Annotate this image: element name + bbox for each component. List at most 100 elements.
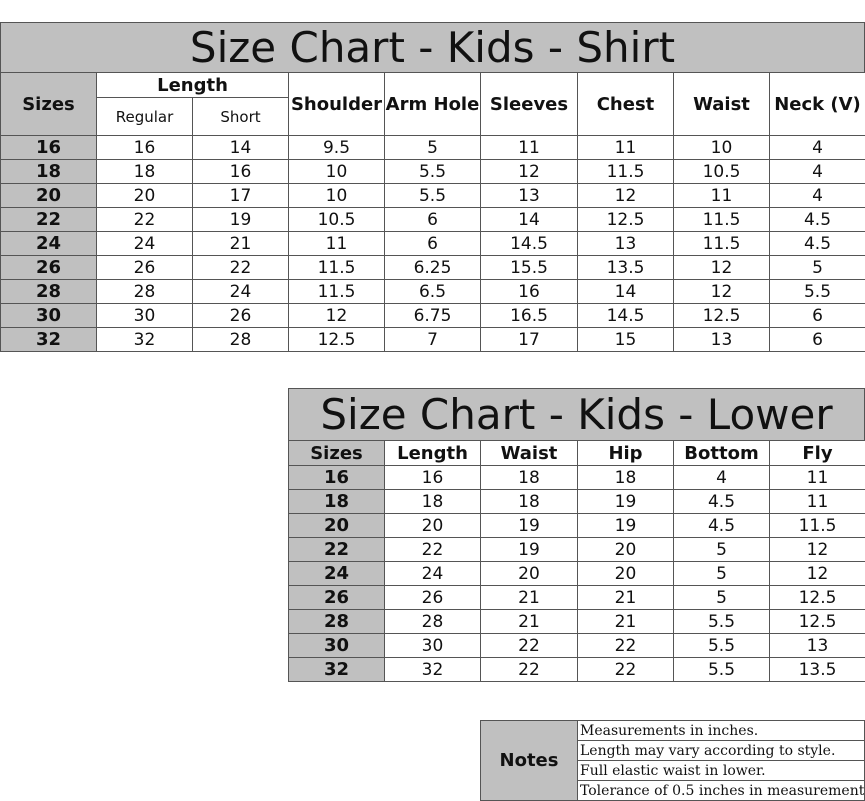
size-cell: 16	[288, 465, 385, 490]
header-cell: Waist	[480, 440, 578, 466]
subheader-cell: Short	[192, 97, 289, 136]
data-cell: 20	[577, 561, 674, 586]
data-cell: 10.5	[673, 159, 770, 184]
size-cell: 28	[288, 609, 385, 634]
data-cell: 18	[96, 159, 193, 184]
header-cell: Chest	[577, 72, 674, 136]
data-cell: 12.5	[769, 585, 865, 610]
data-cell: 16	[192, 159, 289, 184]
data-cell: 15.5	[480, 255, 578, 280]
data-cell: 18	[480, 465, 578, 490]
data-cell: 11.5	[769, 513, 865, 538]
data-cell: 12	[769, 561, 865, 586]
data-cell: 10	[288, 159, 385, 184]
data-cell: 15	[577, 327, 674, 352]
data-cell: 22	[480, 657, 578, 682]
data-cell: 5.5	[384, 183, 481, 208]
data-cell: 5.5	[769, 279, 865, 304]
data-cell: 24	[384, 561, 481, 586]
header-cell: Bottom	[673, 440, 770, 466]
data-cell: 20	[96, 183, 193, 208]
size-cell: 30	[288, 633, 385, 658]
table-title: Size Chart - Kids - Shirt	[0, 22, 865, 73]
data-cell: 30	[96, 303, 193, 328]
data-cell: 21	[577, 585, 674, 610]
data-cell: 12	[673, 279, 770, 304]
data-cell: 5	[384, 135, 481, 160]
header-cell: Sizes	[0, 72, 97, 136]
header-cell: Arm Hole	[384, 72, 481, 136]
data-cell: 20	[577, 537, 674, 562]
data-cell: 5.5	[673, 633, 770, 658]
size-cell: 26	[288, 585, 385, 610]
header-cell: Sizes	[288, 440, 385, 466]
header-cell: Shoulder	[288, 72, 385, 136]
data-cell: 21	[480, 585, 578, 610]
data-cell: 21	[192, 231, 289, 256]
data-cell: 12.5	[769, 609, 865, 634]
size-cell: 32	[0, 327, 97, 352]
data-cell: 16	[480, 279, 578, 304]
size-cell: 30	[0, 303, 97, 328]
data-cell: 6	[769, 303, 865, 328]
data-cell: 5	[769, 255, 865, 280]
data-cell: 12	[480, 159, 578, 184]
size-cell: 20	[288, 513, 385, 538]
notes-label: Notes	[480, 720, 578, 801]
header-cell: Neck (V)	[769, 72, 865, 136]
data-cell: 11	[769, 465, 865, 490]
data-cell: 10.5	[288, 207, 385, 232]
data-cell: 4	[769, 159, 865, 184]
data-cell: 32	[384, 657, 481, 682]
data-cell: 10	[673, 135, 770, 160]
data-cell: 11.5	[673, 231, 770, 256]
data-cell: 32	[96, 327, 193, 352]
size-cell: 18	[288, 489, 385, 514]
data-cell: 12.5	[673, 303, 770, 328]
data-cell: 4.5	[673, 513, 770, 538]
note-line: Tolerance of 0.5 inches in measurement	[577, 780, 865, 801]
header-cell: Length	[384, 440, 481, 466]
note-line: Measurements in inches.	[577, 720, 865, 741]
data-cell: 12.5	[577, 207, 674, 232]
data-cell: 6	[384, 231, 481, 256]
data-cell: 28	[384, 609, 481, 634]
data-cell: 11	[769, 489, 865, 514]
data-cell: 26	[384, 585, 481, 610]
size-cell: 24	[0, 231, 97, 256]
data-cell: 28	[192, 327, 289, 352]
data-cell: 12	[577, 183, 674, 208]
data-cell: 19	[480, 537, 578, 562]
data-cell: 11.5	[288, 255, 385, 280]
data-cell: 6.75	[384, 303, 481, 328]
data-cell: 18	[480, 489, 578, 514]
data-cell: 5.5	[384, 159, 481, 184]
data-cell: 20	[480, 561, 578, 586]
data-cell: 4	[673, 465, 770, 490]
data-cell: 19	[577, 513, 674, 538]
data-cell: 4.5	[673, 489, 770, 514]
data-cell: 17	[192, 183, 289, 208]
data-cell: 4	[769, 183, 865, 208]
data-cell: 13	[577, 231, 674, 256]
subheader-cell: Regular	[96, 97, 193, 136]
data-cell: 17	[480, 327, 578, 352]
data-cell: 4.5	[769, 207, 865, 232]
data-cell: 6.25	[384, 255, 481, 280]
data-cell: 19	[480, 513, 578, 538]
header-cell: Waist	[673, 72, 770, 136]
size-cell: 16	[0, 135, 97, 160]
data-cell: 11.5	[673, 207, 770, 232]
size-cell: 20	[0, 183, 97, 208]
data-cell: 12	[288, 303, 385, 328]
data-cell: 5	[673, 585, 770, 610]
data-cell: 6	[769, 327, 865, 352]
data-cell: 22	[384, 537, 481, 562]
header-cell: Sleeves	[480, 72, 578, 136]
header-cell: Fly	[769, 440, 865, 466]
data-cell: 18	[577, 465, 674, 490]
data-cell: 24	[96, 231, 193, 256]
data-cell: 6.5	[384, 279, 481, 304]
data-cell: 28	[96, 279, 193, 304]
